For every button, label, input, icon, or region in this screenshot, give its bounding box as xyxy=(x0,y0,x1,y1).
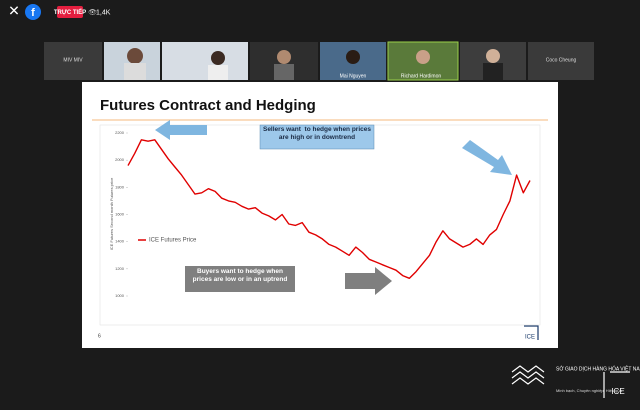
slide-logo: ICE xyxy=(525,335,535,341)
legend-label: ICE Futures Price xyxy=(149,238,197,244)
slide-title: Futures Contract and Hedging xyxy=(100,97,316,114)
price-line xyxy=(127,139,531,279)
participant-tile xyxy=(44,42,102,80)
buyers-note-box: Buyers want to hedge when prices are low… xyxy=(192,268,288,283)
slide xyxy=(82,82,558,348)
footer-motto: Minh bạch, Chuyên nghiệp, Hiệu quả xyxy=(556,388,623,393)
facebook-icon xyxy=(25,4,41,20)
facebook-f: f xyxy=(31,7,35,19)
person xyxy=(208,65,228,80)
close-button[interactable]: ✕ xyxy=(8,3,20,19)
participant-tile xyxy=(528,42,594,80)
viewer-icon: 👁 xyxy=(88,8,97,16)
buyers-note: Buyers want to hedge when prices are low… xyxy=(192,268,288,283)
arrow xyxy=(155,120,207,140)
logo-corner xyxy=(524,325,539,340)
live-badge xyxy=(57,6,83,18)
y-tick-label: 2200 xyxy=(115,130,125,135)
sellers-note-box: Sellers want to hedge when prices are hi… xyxy=(262,126,371,141)
person xyxy=(486,49,500,63)
footer-org: SỞ GIAO DỊCH HÀNG HÓA VIỆT NAM xyxy=(556,364,640,372)
person xyxy=(416,50,430,64)
y-tick-label: 1800 xyxy=(115,184,125,189)
live-label: TRỰC TIẾP xyxy=(54,9,86,16)
person xyxy=(483,63,503,80)
footer-brand: ICE xyxy=(611,387,624,396)
video-tile xyxy=(162,42,248,80)
arrow xyxy=(462,140,512,175)
y-axis-title: ICE Futures Second month Futures price xyxy=(109,177,114,250)
y-tick-label: 1400 xyxy=(115,239,125,244)
footer-logo-mark xyxy=(511,365,545,385)
person xyxy=(274,64,294,80)
viewer-count: 1,4K xyxy=(96,9,111,16)
sellers-note: Sellers want to hedge when prices are hi… xyxy=(262,126,371,141)
buyers-box xyxy=(185,266,295,292)
person xyxy=(127,48,143,64)
person xyxy=(124,63,146,80)
y-tick-label: 1200 xyxy=(115,266,125,271)
chart: 1000 1200 1400 1600 1800 2000 2200 ICE Futures … xyxy=(115,130,531,298)
y-tick-label: 2000 xyxy=(115,157,125,162)
sellers-box xyxy=(259,124,375,150)
y-tick-label: 1000 xyxy=(115,293,125,298)
person xyxy=(211,51,225,65)
participant-name: Richard Hardimon xyxy=(401,73,442,79)
arrow xyxy=(345,267,392,295)
participant-name: Mai Nguyen xyxy=(340,73,367,79)
participant-name: MIV MIV xyxy=(63,57,83,63)
person xyxy=(346,50,360,64)
page-number: 6 xyxy=(98,333,101,339)
participant-name: Coco Cheung xyxy=(546,57,577,63)
y-tick-label: 1600 xyxy=(115,212,125,217)
footer-brand-mark xyxy=(603,371,630,398)
person xyxy=(277,50,291,64)
